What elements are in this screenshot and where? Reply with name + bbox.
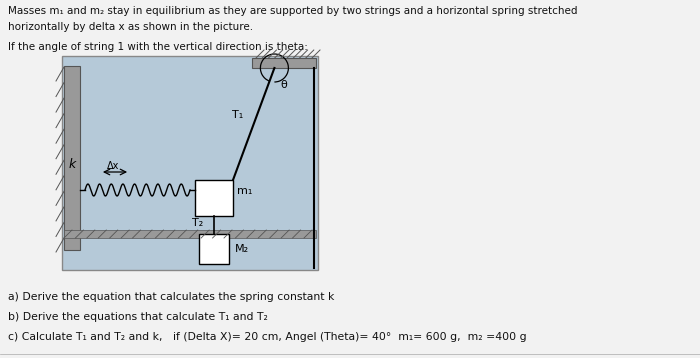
Text: a) Derive the equation that calculates the spring constant k: a) Derive the equation that calculates t… [8, 292, 335, 302]
Bar [64, 66, 80, 250]
Text: m₁: m₁ [237, 186, 253, 196]
Bar [252, 58, 316, 68]
Bar [62, 56, 318, 270]
Text: T₁: T₁ [232, 110, 243, 120]
Text: k: k [69, 158, 76, 171]
Text: If the angle of string 1 with the vertical direction is theta:: If the angle of string 1 with the vertic… [8, 42, 308, 52]
Bar [195, 180, 233, 216]
Text: Masses m₁ and m₂ stay in equilibrium as they are supported by two strings and a : Masses m₁ and m₂ stay in equilibrium as … [8, 6, 578, 16]
Text: c) Calculate T₁ and T₂ and k,   if (Delta X)= 20 cm, Angel (Theta)= 40°  m₁= 600: c) Calculate T₁ and T₂ and k, if (Delta … [8, 332, 526, 342]
Bar [64, 230, 316, 238]
Text: M₂: M₂ [235, 244, 249, 254]
Text: T₂: T₂ [192, 218, 203, 228]
Text: horizontally by delta x as shown in the picture.: horizontally by delta x as shown in the … [8, 22, 253, 32]
Text: Δx: Δx [107, 161, 120, 171]
Bar [199, 234, 229, 264]
Text: θ: θ [281, 80, 287, 90]
Text: b) Derive the equations that calculate T₁ and T₂: b) Derive the equations that calculate T… [8, 312, 268, 322]
